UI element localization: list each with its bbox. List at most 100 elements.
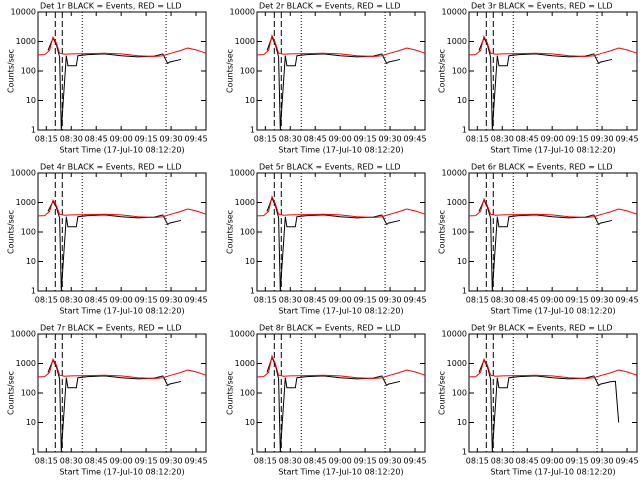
x-axis-label: Start Time (17-Jul-10 08:12:20) (59, 307, 184, 316)
chart-title: Det 5r BLACK = Events, RED = LLD (259, 163, 401, 172)
x-tick-label: 09:00 (110, 457, 133, 466)
x-tick-label: 09:45 (184, 296, 207, 305)
x-tick-label: 09:15 (354, 296, 377, 305)
y-tick-label: 1000 (235, 359, 255, 368)
y-tick-label: 1000 (235, 198, 255, 207)
series-line (478, 36, 613, 131)
panel: Det 6r BLACK = Events, RED = LLD Start Ti… (438, 163, 639, 316)
x-tick-label: 08:45 (516, 296, 539, 305)
x-tick-label: 08:45 (516, 135, 539, 144)
x-tick-label: 09:30 (591, 296, 614, 305)
x-tick-label: 08:15 (35, 457, 58, 466)
x-tick-label: 09:45 (615, 135, 638, 144)
y-tick-label: 10000 (230, 169, 255, 178)
x-tick-label: 09:45 (403, 457, 426, 466)
series-line (468, 34, 638, 58)
x-tick-label: 09:15 (354, 457, 377, 466)
y-tick-label: 10000 (230, 8, 255, 17)
x-tick-label: 08:15 (466, 457, 489, 466)
y-tick-label: 1 (31, 287, 36, 296)
x-tick-label: 08:15 (254, 296, 277, 305)
series-line (256, 194, 426, 219)
x-tick-label: 08:45 (85, 135, 108, 144)
y-tick-label: 10 (245, 96, 255, 105)
series-line (266, 356, 401, 453)
x-tick-label: 09:00 (541, 296, 564, 305)
x-tick-label: 08:30 (60, 296, 83, 305)
x-axis-label: Start Time (17-Jul-10 08:12:20) (59, 468, 184, 477)
x-tick-label: 08:15 (35, 296, 58, 305)
series-line (37, 199, 207, 219)
y-tick-label: 1 (250, 126, 255, 135)
series-line (256, 33, 426, 58)
x-tick-label: 09:30 (379, 457, 402, 466)
y-tick-label: 10000 (442, 8, 467, 17)
y-axis-label: Counts/sec (226, 49, 235, 93)
x-tick-label: 08:15 (466, 135, 489, 144)
y-tick-label: 1 (250, 287, 255, 296)
panel: Det 5r BLACK = Events, RED = LLD Start Ti… (226, 163, 427, 316)
x-tick-label: 08:15 (254, 135, 277, 144)
y-tick-label: 10000 (442, 330, 467, 339)
x-tick-label: 09:30 (591, 457, 614, 466)
y-axis-label: Counts/sec (438, 210, 447, 254)
y-tick-label: 1000 (16, 37, 36, 46)
y-tick-label: 1000 (447, 359, 467, 368)
y-tick-label: 10 (457, 257, 467, 266)
y-axis-label: Counts/sec (438, 49, 447, 93)
x-axis-label: Start Time (17-Jul-10 08:12:20) (278, 307, 403, 316)
x-tick-label: 08:30 (279, 296, 302, 305)
series-line (266, 196, 401, 292)
x-tick-label: 09:15 (354, 135, 377, 144)
y-tick-label: 10 (26, 257, 36, 266)
panel: Det 7r BLACK = Events, RED = LLD Start Ti… (7, 324, 208, 477)
x-axis-label: Start Time (17-Jul-10 08:12:20) (490, 307, 615, 316)
x-tick-label: 09:00 (541, 457, 564, 466)
x-tick-label: 09:00 (110, 135, 133, 144)
x-axis-label: Start Time (17-Jul-10 08:12:20) (490, 146, 615, 155)
x-tick-label: 09:15 (566, 457, 589, 466)
y-axis-label: Counts/sec (226, 210, 235, 254)
x-tick-label: 08:30 (491, 135, 514, 144)
x-tick-label: 09:15 (135, 135, 158, 144)
chart-title: Det 8r BLACK = Events, RED = LLD (259, 324, 401, 333)
x-tick-label: 09:45 (615, 296, 638, 305)
y-tick-label: 10000 (442, 169, 467, 178)
y-tick-label: 100 (21, 389, 36, 398)
x-tick-label: 09:45 (403, 296, 426, 305)
x-tick-label: 09:00 (329, 296, 352, 305)
series-line (47, 36, 182, 131)
y-axis-label: Counts/sec (7, 371, 16, 415)
x-tick-label: 08:45 (516, 457, 539, 466)
series-line (47, 358, 182, 453)
x-tick-label: 09:30 (379, 135, 402, 144)
x-tick-label: 08:30 (60, 135, 83, 144)
x-tick-label: 08:45 (304, 457, 327, 466)
y-tick-label: 100 (452, 67, 467, 76)
y-tick-label: 1 (31, 126, 36, 135)
panel: Det 3r BLACK = Events, RED = LLD Start Ti… (438, 2, 639, 155)
y-tick-label: 1 (250, 448, 255, 457)
x-axis-label: Start Time (17-Jul-10 08:12:20) (490, 468, 615, 477)
y-tick-label: 10 (26, 96, 36, 105)
x-tick-label: 09:15 (566, 135, 589, 144)
x-axis-label: Start Time (17-Jul-10 08:12:20) (59, 146, 184, 155)
panel: Det 9r BLACK = Events, RED = LLD Start Ti… (438, 324, 639, 477)
y-tick-label: 10000 (11, 330, 36, 339)
y-tick-label: 10000 (11, 169, 36, 178)
x-tick-label: 08:30 (491, 457, 514, 466)
x-tick-label: 09:15 (135, 296, 158, 305)
series-line (478, 358, 620, 453)
series-line (266, 35, 401, 131)
y-axis-label: Counts/sec (438, 371, 447, 415)
chart-title: Det 9r BLACK = Events, RED = LLD (471, 324, 613, 333)
y-tick-label: 100 (240, 67, 255, 76)
y-tick-label: 100 (240, 228, 255, 237)
y-tick-label: 1000 (16, 359, 36, 368)
x-axis-label: Start Time (17-Jul-10 08:12:20) (278, 468, 403, 477)
x-tick-label: 09:00 (329, 457, 352, 466)
x-tick-label: 09:15 (566, 296, 589, 305)
y-tick-label: 100 (452, 228, 467, 237)
